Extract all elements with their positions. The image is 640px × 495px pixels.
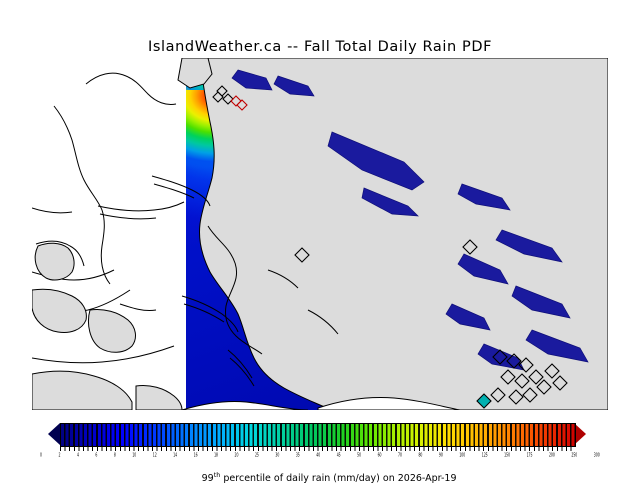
colorbar-tick-label-27: 300 bbox=[593, 451, 600, 459]
colorbar-gradient[interactable] bbox=[60, 423, 576, 447]
colorbar-tick-label-11: 25 bbox=[254, 451, 259, 459]
colorbar-tick-label-19: 80 bbox=[418, 451, 423, 459]
colorbar-tick-label-24: 175 bbox=[526, 451, 533, 459]
figure-canvas: IslandWeather.ca -- Fall Total Daily Rai… bbox=[32, 39, 608, 485]
rain-pdf-raster bbox=[168, 58, 608, 410]
colorbar-tick-label-4: 8 bbox=[113, 451, 116, 459]
caption-text: percentile of daily rain (mm/day) on 202… bbox=[220, 473, 457, 485]
colorbar-ticks bbox=[60, 445, 574, 451]
caption-value: 99 bbox=[201, 473, 214, 485]
colorbar-tick-label-10: 20 bbox=[234, 451, 239, 459]
caption-ordinal-suffix: th bbox=[213, 471, 221, 479]
colorbar-tick-labels: 0 2 4 6 8 10 12 14 16 18 20 25 30 35 40 45 50 60 70 80 90 100… bbox=[40, 451, 600, 460]
colorbar-tick-label-0: 0 bbox=[40, 451, 42, 459]
colorbar-tick-label-3: 6 bbox=[95, 451, 98, 459]
colorbar-band-separators bbox=[61, 424, 575, 446]
colorbar-tick-label-25: 200 bbox=[548, 451, 555, 459]
colorbar-low-cap bbox=[48, 423, 60, 445]
outside-domain-area bbox=[32, 58, 186, 410]
colorbar-tick-label-5: 10 bbox=[132, 451, 137, 459]
map-panel[interactable] bbox=[32, 58, 608, 410]
raster-top-green-patch bbox=[181, 58, 250, 90]
colorbar-tick-label-23: 150 bbox=[504, 451, 511, 459]
colorbar-tick-label-14: 40 bbox=[316, 451, 321, 459]
colorbar-tick-label-7: 14 bbox=[173, 451, 178, 459]
colorbar-tick-label-6: 12 bbox=[152, 451, 157, 459]
colorbar-caption: 99th percentile of daily rain (mm/day) o… bbox=[32, 460, 608, 495]
colorbar-tick-label-18: 70 bbox=[398, 451, 402, 459]
colorbar-tick-label-1: 2 bbox=[58, 451, 61, 459]
colorbar-tick-label-17: 60 bbox=[377, 451, 382, 459]
page-title: IslandWeather.ca -- Fall Total Daily Rai… bbox=[147, 39, 493, 55]
colorbar-tick-label-26: 250 bbox=[571, 451, 578, 459]
colorbar-tick-label-15: 45 bbox=[336, 451, 341, 459]
colorbar-tick-label-12: 30 bbox=[275, 451, 280, 459]
colorbar-tick-label-16: 50 bbox=[357, 451, 362, 459]
colorbar-tick-label-9: 18 bbox=[214, 451, 219, 459]
colorbar-tick-label-20: 90 bbox=[438, 451, 443, 459]
colorbar-tick-label-2: 4 bbox=[76, 451, 79, 459]
colorbar-tick-label-21: 100 bbox=[459, 451, 466, 459]
colorbar-high-cap bbox=[574, 423, 586, 445]
colorbar-tick-label-13: 35 bbox=[295, 451, 300, 459]
colorbar-tick-label-8: 16 bbox=[193, 451, 198, 459]
colorbar-tick-label-22: 125 bbox=[481, 451, 488, 459]
colorbar-region: 0 2 4 6 8 10 12 14 16 18 20 25 30 35 40 45 50 60 70 80 90 100… bbox=[32, 418, 608, 484]
